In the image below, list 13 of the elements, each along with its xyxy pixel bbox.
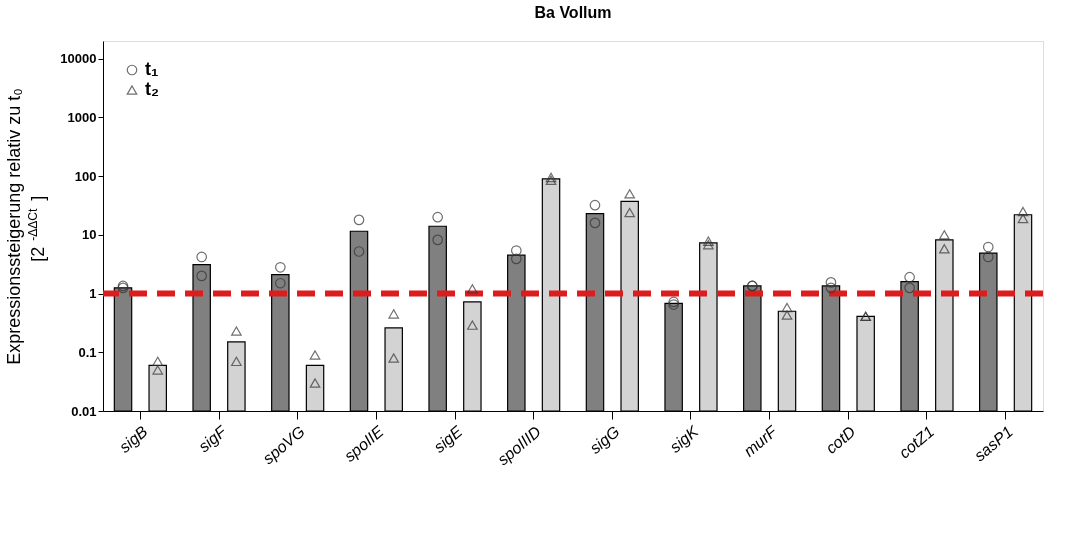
y-tick-label: 1 [89, 286, 97, 302]
chart-title: Ba Vollum [534, 4, 612, 21]
x-tick-label: cotD [822, 422, 859, 457]
y-tick-label: 0.01 [71, 403, 97, 419]
y-tick-label: 10000 [60, 51, 97, 67]
y-tick-label: 0.1 [78, 344, 97, 360]
x-tick-label: sigG [586, 422, 623, 457]
y-tick-label: 100 [74, 168, 97, 184]
x-tick-label: sigB [115, 422, 151, 456]
y-tick-label: 10 [82, 227, 97, 243]
legend-label: t₂ [145, 79, 159, 99]
y-tick-label: 1000 [67, 109, 97, 125]
legend-label: t₁ [145, 59, 159, 79]
